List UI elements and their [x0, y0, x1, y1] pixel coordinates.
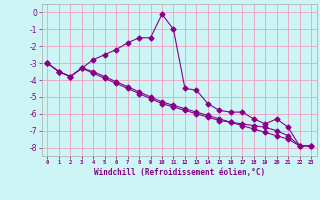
X-axis label: Windchill (Refroidissement éolien,°C): Windchill (Refroidissement éolien,°C): [94, 168, 265, 177]
